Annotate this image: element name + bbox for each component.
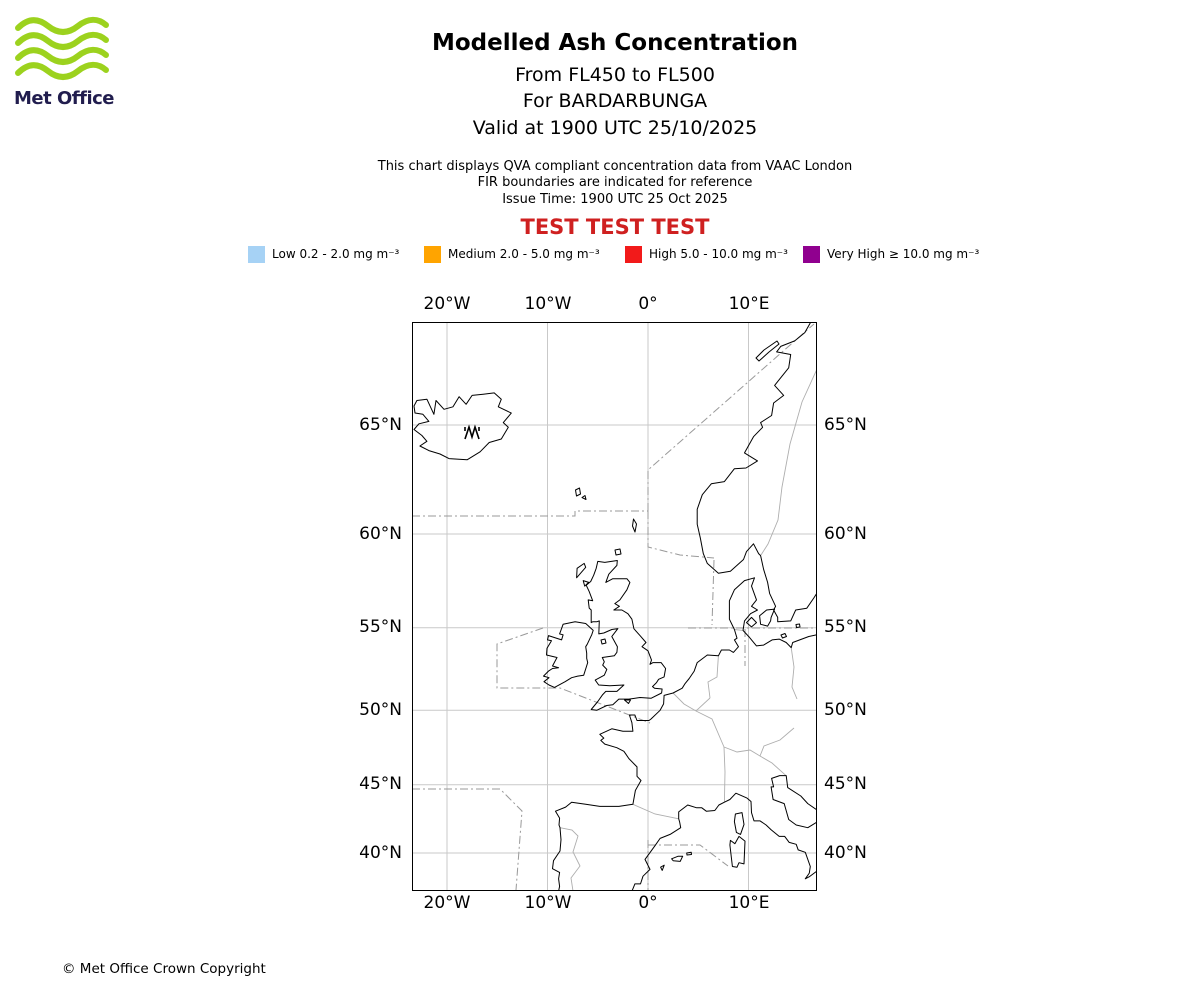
legend-label-medium: Medium 2.0 - 5.0 mg m⁻³	[448, 247, 600, 261]
map-border	[412, 322, 817, 891]
y-axis-label-right-65n: 65°N	[824, 415, 867, 435]
x-axis-label-top-20w: 20°W	[423, 294, 471, 314]
volcano-icon	[464, 424, 480, 440]
copyright-notice: © Met Office Crown Copyright	[62, 961, 266, 977]
map-svg	[412, 321, 818, 892]
issue-time-note: Issue Time: 1900 UTC 25 Oct 2025	[502, 192, 728, 207]
y-axis-label-left-45n: 45°N	[359, 774, 402, 794]
coastline-baltic	[742, 630, 818, 649]
x-axis-label-top-10w: 10°W	[524, 294, 572, 314]
coastline-corsica	[733, 812, 745, 835]
y-axis-label-right-45n: 45°N	[824, 774, 867, 794]
map-canvas	[412, 321, 818, 892]
coastline-orkney	[614, 548, 622, 556]
coastline-faroes	[575, 487, 581, 497]
coastline-iceland	[413, 392, 512, 461]
legend-swatch-high	[625, 245, 642, 263]
y-axis-label-left-40n: 40°N	[359, 843, 402, 863]
legend-item-low: Low 0.2 - 2.0 mg m⁻³	[248, 245, 399, 263]
coastline-ibiza	[660, 864, 665, 871]
coastline-jutland	[728, 577, 758, 631]
x-axis-label-bottom-20w: 20°W	[423, 893, 471, 913]
y-axis-label-left-55n: 55°N	[359, 617, 402, 637]
coastline-adriatic	[770, 775, 818, 829]
page-title: Modelled Ash Concentration	[431, 30, 799, 56]
y-axis-label-right-55n: 55°N	[824, 617, 867, 637]
x-axis-label-bottom-10w: 10°W	[524, 893, 572, 913]
country-borders	[559, 368, 818, 892]
legend-item-very-high: Very High ≥ 10.0 mg m⁻³	[803, 245, 979, 263]
legend-item-high: High 5.0 - 10.0 mg m⁻³	[625, 245, 788, 263]
coastline-mediterranean	[631, 792, 818, 892]
legend-label-very-high: Very High ≥ 10.0 mg m⁻³	[827, 247, 980, 261]
fir-boundaries	[412, 323, 816, 891]
legend-item-medium: Medium 2.0 - 5.0 mg m⁻³	[424, 245, 600, 263]
met-office-logo-icon	[15, 16, 109, 80]
x-axis-label-top-0: 0°	[638, 294, 658, 314]
y-axis-label-left-60n: 60°N	[359, 524, 402, 544]
legend-swatch-low	[248, 245, 265, 263]
y-axis-label-left-50n: 50°N	[359, 700, 402, 720]
coastline-sardinia	[729, 835, 746, 868]
flight-level-subtitle: From FL450 to FL500	[515, 64, 715, 86]
volcano-subtitle: For BARDARBUNGA	[522, 90, 708, 112]
y-axis-label-right-50n: 50°N	[824, 700, 867, 720]
legend-swatch-medium	[424, 245, 441, 263]
coastline-ruegen	[780, 633, 787, 639]
legend-label-high: High 5.0 - 10.0 mg m⁻³	[649, 247, 788, 261]
coastline-isle-of-man	[600, 638, 607, 645]
coastline-zealand	[759, 608, 776, 627]
legend-swatch-very-high	[803, 245, 820, 263]
x-axis-label-bottom-0: 0°	[638, 893, 658, 913]
coastline-skye	[582, 580, 590, 587]
coastline-ireland	[543, 621, 594, 688]
gridlines	[412, 322, 817, 891]
coastline-mallorca	[671, 855, 684, 862]
coastline-bornholm	[795, 623, 801, 628]
x-axis-label-bottom-10e: 10°E	[728, 893, 770, 913]
coastlines	[413, 321, 818, 892]
y-axis-label-right-60n: 60°N	[824, 524, 867, 544]
x-axis-label-top-10e: 10°E	[728, 294, 770, 314]
coastline-great-britain	[585, 560, 667, 711]
coastline-continent-atlantic	[552, 629, 739, 892]
test-banner: TEST TEST TEST	[520, 215, 710, 239]
coastline-shetland	[632, 518, 637, 533]
met-office-logo-text: Met Office	[14, 88, 115, 109]
coastline-menorca	[686, 851, 692, 856]
legend-label-low: Low 0.2 - 2.0 mg m⁻³	[272, 247, 400, 261]
y-axis-label-right-40n: 40°N	[824, 843, 867, 863]
valid-time-subtitle: Valid at 1900 UTC 25/10/2025	[472, 117, 758, 139]
coastline-lofoten	[755, 340, 780, 362]
coastline-faroes-2	[581, 495, 587, 500]
coastline-isle-of-wight	[624, 699, 631, 704]
coastline-hebrides	[576, 562, 587, 579]
coastline-norway-sweden	[696, 321, 818, 623]
y-axis-label-left-65n: 65°N	[359, 415, 402, 435]
fir-note: FIR boundaries are indicated for referen…	[477, 175, 753, 190]
qva-note: This chart displays QVA compliant concen…	[377, 159, 853, 174]
coastline-fyn	[746, 616, 757, 628]
